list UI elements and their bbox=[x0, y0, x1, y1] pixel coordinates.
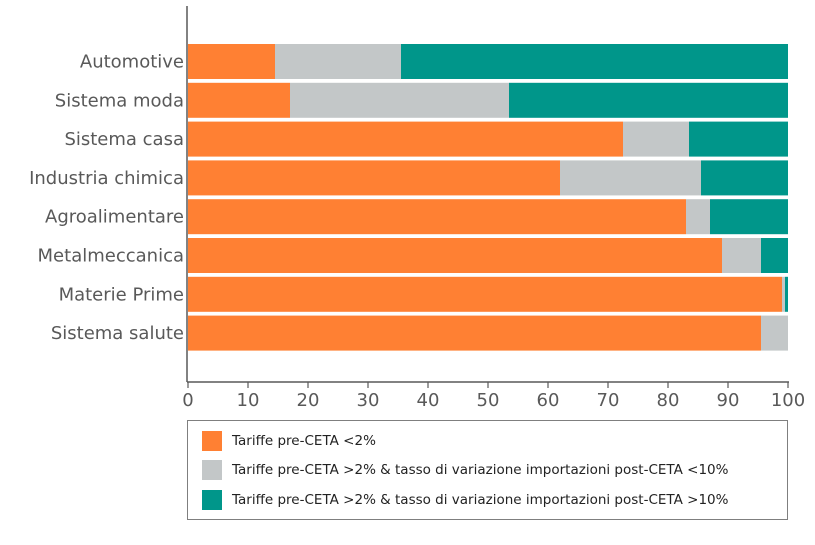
legend-swatch-3 bbox=[202, 490, 222, 510]
bar-segment-materie-prime-series-2 bbox=[782, 276, 785, 312]
category-label: Metalmeccanica bbox=[38, 246, 184, 267]
bar-segment-sistema-moda-series-1 bbox=[188, 82, 290, 118]
x-tick-label: 100 bbox=[771, 390, 805, 410]
x-tick-label: 0 bbox=[182, 390, 193, 410]
bar-segment-sistema-casa-series-3 bbox=[689, 121, 788, 157]
x-tick-label: 70 bbox=[597, 390, 620, 410]
category-labels: Automotive Sistema moda Sistema casa Indust… bbox=[29, 52, 184, 345]
bar-segment-metalmeccanica-series-3 bbox=[761, 238, 788, 273]
x-tick-label: 10 bbox=[237, 390, 260, 410]
category-label: Sistema moda bbox=[55, 90, 184, 111]
legend-item-3: Tariffe pre-CETA >2% & tasso di variazio… bbox=[202, 489, 728, 511]
category-label: Sistema salute bbox=[51, 323, 184, 344]
bar-segment-materie-prime-series-3 bbox=[785, 276, 788, 312]
legend-label-1: Tariffe pre-CETA <2% bbox=[232, 433, 376, 449]
bar-segment-materie-prime-series-1 bbox=[188, 276, 782, 312]
bar-segment-sistema-salute-series-1 bbox=[188, 315, 761, 351]
category-label: Automotive bbox=[80, 52, 184, 73]
x-tick-label: 20 bbox=[297, 390, 320, 410]
bar-segment-sistema-salute-series-2 bbox=[761, 315, 788, 351]
x-tick-label: 50 bbox=[477, 390, 500, 410]
bar-segment-agroalimentare-series-1 bbox=[188, 199, 686, 235]
x-tick-label: 80 bbox=[657, 390, 680, 410]
legend-item-2: Tariffe pre-CETA >2% & tasso di variazio… bbox=[202, 459, 728, 481]
stacked-bar-chart: Automotive Sistema moda Sistema casa Indust… bbox=[29, 6, 805, 410]
bar-segment-industria-chimica-series-2 bbox=[560, 160, 701, 196]
bar-segment-agroalimentare-series-3 bbox=[710, 199, 788, 235]
bar-segment-metalmeccanica-series-1 bbox=[188, 238, 722, 273]
x-tick-label: 90 bbox=[717, 390, 740, 410]
category-label: Agroalimentare bbox=[45, 207, 184, 228]
bar-segment-industria-chimica-series-3 bbox=[701, 160, 788, 196]
bar-segment-sistema-casa-series-2 bbox=[623, 121, 689, 157]
bars-layer bbox=[188, 44, 788, 351]
category-label: Sistema casa bbox=[64, 129, 184, 150]
bar-segment-automotive-series-3 bbox=[401, 44, 788, 79]
bar-segment-automotive-series-1 bbox=[188, 44, 275, 79]
legend-swatch-1 bbox=[202, 431, 222, 451]
x-tick-label: 60 bbox=[537, 390, 560, 410]
legend: Tariffe pre-CETA <2% Tariffe pre-CETA >2… bbox=[187, 420, 788, 520]
legend-item-1: Tariffe pre-CETA <2% bbox=[202, 430, 376, 452]
legend-label-3: Tariffe pre-CETA >2% & tasso di variazio… bbox=[232, 492, 729, 508]
x-tick-label: 40 bbox=[417, 390, 440, 410]
legend-swatch-2 bbox=[202, 460, 222, 480]
category-label: Industria chimica bbox=[29, 168, 184, 189]
x-axis: 0 10 20 30 40 50 60 70 80 90 100 bbox=[182, 381, 805, 410]
bar-segment-sistema-casa-series-1 bbox=[188, 121, 623, 157]
legend-label-2: Tariffe pre-CETA >2% & tasso di variazio… bbox=[232, 462, 729, 478]
bar-segment-sistema-moda-series-2 bbox=[290, 82, 509, 118]
category-label: Materie Prime bbox=[59, 284, 184, 305]
bar-segment-metalmeccanica-series-2 bbox=[722, 238, 761, 273]
bar-segment-agroalimentare-series-2 bbox=[686, 199, 710, 235]
x-tick-label: 30 bbox=[357, 390, 380, 410]
bar-segment-automotive-series-2 bbox=[275, 44, 401, 79]
bar-segment-industria-chimica-series-1 bbox=[188, 160, 560, 196]
bar-segment-sistema-moda-series-3 bbox=[509, 82, 788, 118]
